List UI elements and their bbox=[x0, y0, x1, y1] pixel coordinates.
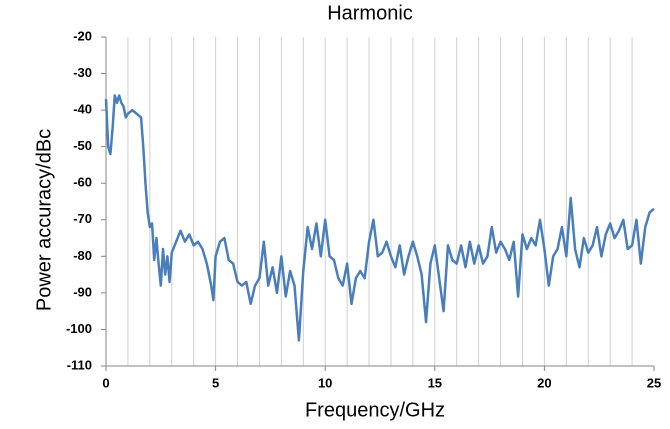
x-axis-label: Frequency/GHz bbox=[305, 399, 445, 421]
chart-title: Harmonic bbox=[327, 2, 413, 24]
x-tick-label: 0 bbox=[102, 375, 109, 390]
y-tick-label: -100 bbox=[66, 321, 92, 336]
y-tick-label: -60 bbox=[73, 175, 92, 190]
y-tick-label: -30 bbox=[73, 65, 92, 80]
plot-area: -20 -30 -40 -50 -60 -70 -80 -90 -100 -110 0 5 10 15 20… bbox=[66, 28, 661, 390]
y-tick-label: -110 bbox=[67, 357, 92, 372]
y-tick-label: -80 bbox=[73, 248, 92, 263]
x-tick-label: 15 bbox=[428, 375, 442, 390]
y-tick-label: -70 bbox=[73, 211, 92, 226]
y-axis-label: Power accuracy/dBc bbox=[33, 129, 55, 311]
y-tick-label: -40 bbox=[73, 102, 92, 117]
x-tick-label: 10 bbox=[318, 375, 332, 390]
x-tick-label: 20 bbox=[537, 375, 551, 390]
y-tick-label: -90 bbox=[73, 284, 92, 299]
x-tick-label: 25 bbox=[647, 375, 661, 390]
data-line bbox=[104, 94, 655, 342]
y-tick-label: -20 bbox=[73, 28, 92, 43]
x-tick-label: 5 bbox=[212, 375, 219, 390]
y-tick-label: -50 bbox=[73, 138, 92, 153]
